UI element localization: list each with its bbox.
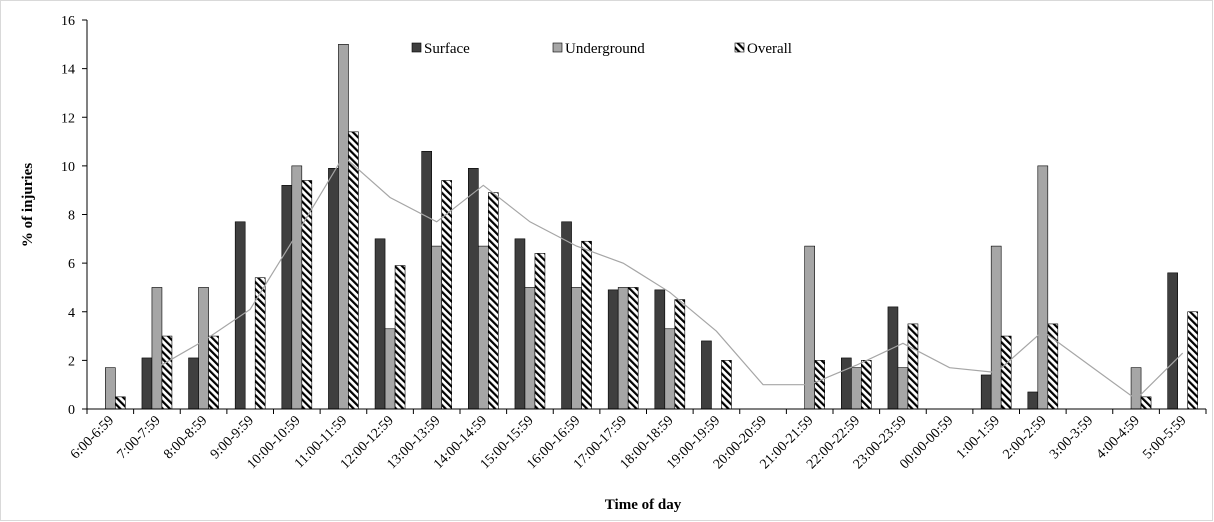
bar-overall <box>534 253 546 410</box>
bar-surface <box>328 168 339 410</box>
bar-underground <box>1037 165 1049 410</box>
bar-underground <box>105 367 116 410</box>
bar-underground <box>291 165 303 410</box>
bar-overall <box>161 335 173 410</box>
bar-overall <box>348 131 359 410</box>
bar-underground <box>664 328 676 410</box>
y-tick-label: 0 <box>68 403 75 418</box>
bar-overall <box>441 180 452 410</box>
bar-surface <box>374 238 386 410</box>
bar-surface <box>141 357 153 410</box>
bar-surface <box>841 357 852 410</box>
bar-underground <box>338 44 349 410</box>
bar-underground <box>571 287 582 410</box>
bar-overall <box>1140 396 1152 410</box>
bar-overall <box>301 180 313 410</box>
bar-overall <box>861 360 872 410</box>
bar-overall <box>1000 335 1012 410</box>
legend-label-underground: Underground <box>565 41 645 57</box>
bar-surface <box>654 289 666 410</box>
bar-underground <box>524 287 536 410</box>
y-tick-label: 4 <box>68 306 75 321</box>
y-tick-label: 12 <box>61 111 75 126</box>
y-tick-label: 14 <box>61 63 75 78</box>
bar-underground <box>851 367 862 410</box>
legend-swatch-underground <box>552 42 563 53</box>
bar-overall <box>394 265 406 410</box>
bar-underground <box>384 328 396 410</box>
x-axis-title: Time of day <box>605 497 682 513</box>
y-tick-label: 10 <box>61 160 75 175</box>
bar-overall <box>674 299 686 410</box>
bar-overall <box>721 360 732 410</box>
bar-underground <box>198 287 209 410</box>
y-tick-label: 6 <box>68 257 75 272</box>
y-tick-label: 16 <box>61 14 75 29</box>
y-tick-label: 2 <box>68 354 75 369</box>
bar-underground <box>431 245 442 410</box>
bar-underground <box>617 287 629 410</box>
legend-swatch-surface <box>411 42 422 53</box>
bar-surface <box>701 340 712 410</box>
bar-underground <box>151 287 163 410</box>
bar-surface <box>1027 391 1039 410</box>
legend-label-overall: Overall <box>747 41 792 57</box>
y-tick-label: 8 <box>68 209 75 224</box>
bar-underground <box>990 245 1002 410</box>
bar-overall <box>115 396 126 410</box>
bar-surface <box>421 150 432 410</box>
bar-overall <box>208 335 219 410</box>
bar-overall <box>627 287 639 410</box>
bars-layer <box>105 44 1198 410</box>
bar-surface <box>514 238 526 410</box>
bar-surface <box>1167 272 1178 410</box>
bar-underground <box>897 367 909 410</box>
trend-line <box>156 155 1184 401</box>
legend-swatch-overall <box>734 42 745 53</box>
bar-overall <box>488 192 499 410</box>
bar-overall <box>581 240 592 410</box>
bar-surface <box>607 289 619 410</box>
bar-surface <box>281 185 293 410</box>
y-axis-ticks: 0 2 4 6 8 10 12 14 16 <box>61 14 87 418</box>
bar-underground <box>1130 367 1142 410</box>
y-axis-title: % of injuries <box>20 163 36 247</box>
bar-overall <box>254 277 266 410</box>
bar-surface <box>468 168 479 410</box>
bar-overall <box>1187 311 1198 410</box>
bar-surface <box>887 306 899 410</box>
bar-underground <box>478 245 489 410</box>
bar-surface <box>561 221 572 410</box>
legend: Surface Underground Overall <box>411 41 792 57</box>
legend-label-surface: Surface <box>424 41 470 57</box>
bar-surface <box>188 357 199 410</box>
bar-overall <box>814 360 825 410</box>
bar-overall <box>907 323 919 410</box>
bar-surface <box>980 374 992 410</box>
